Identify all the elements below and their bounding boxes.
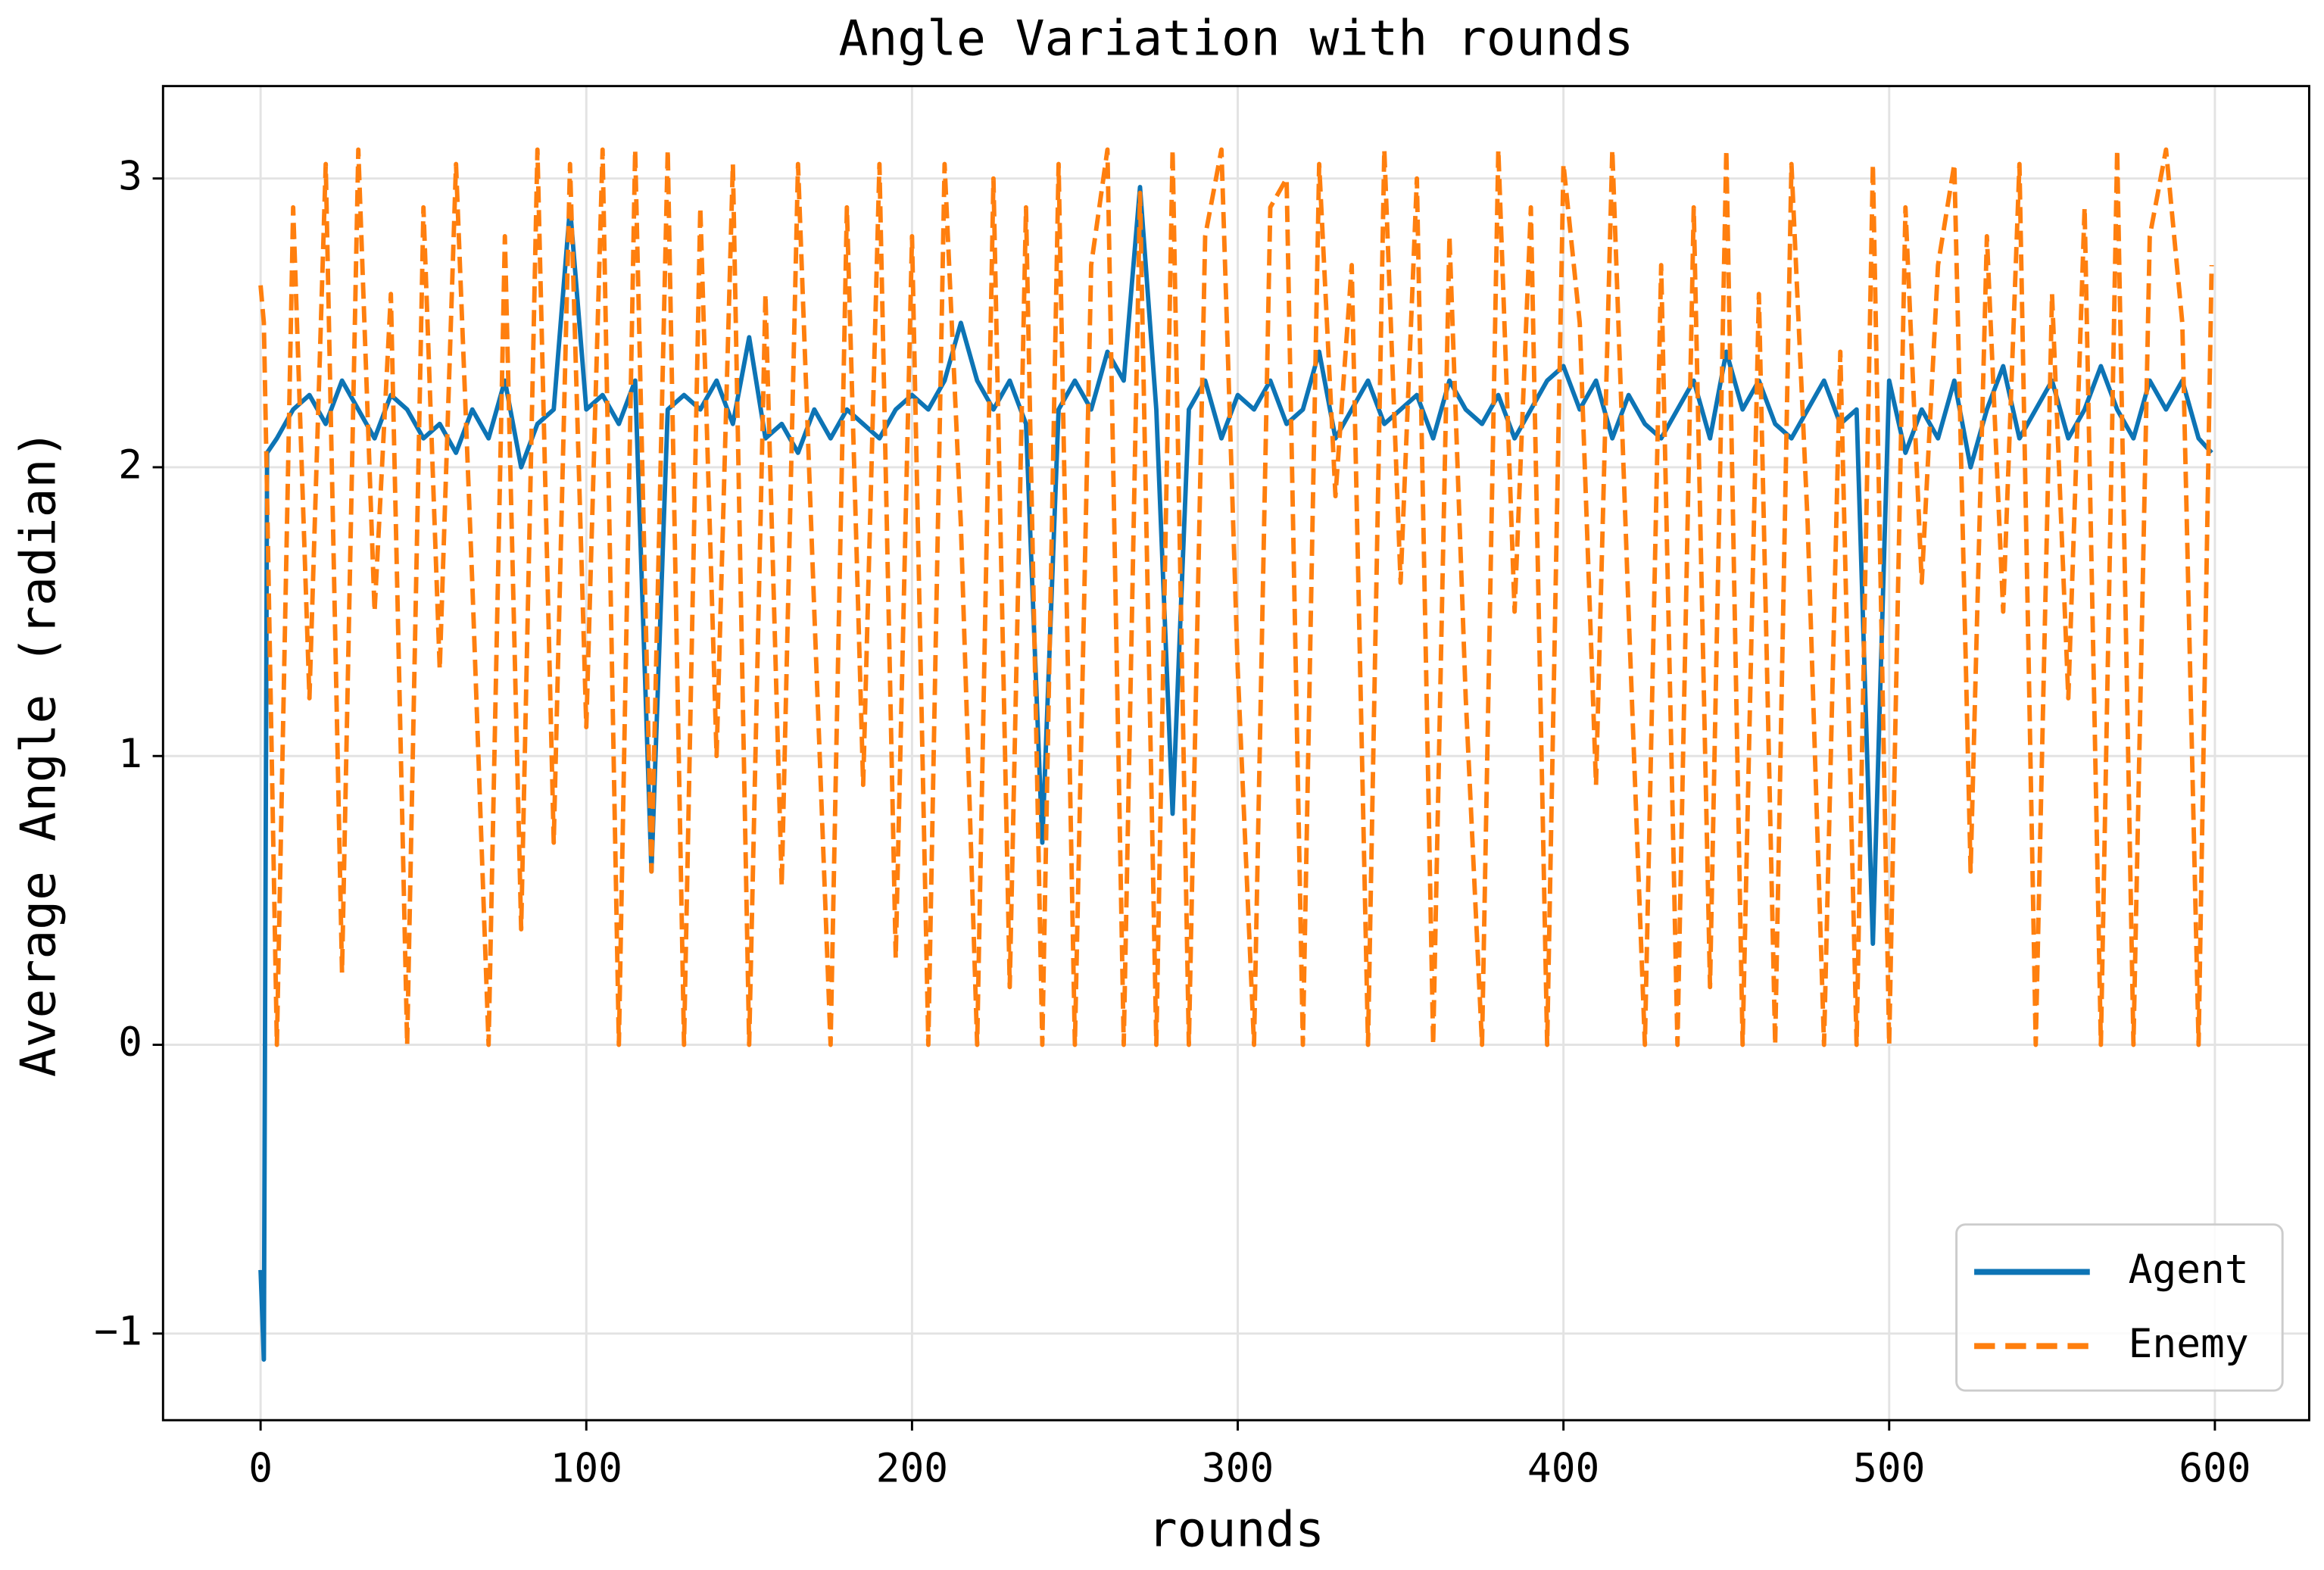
- y-tick-label: −1: [94, 1308, 142, 1354]
- legend-label: Enemy: [2129, 1321, 2249, 1367]
- x-tick-label: 300: [1202, 1445, 1274, 1491]
- x-tick-label: 400: [1527, 1445, 1599, 1491]
- y-tick-label: 3: [118, 153, 142, 199]
- y-tick-label: 0: [118, 1019, 142, 1066]
- y-tick-label: 2: [118, 442, 142, 488]
- x-tick-label: 200: [876, 1445, 948, 1491]
- x-axis-label: rounds: [1148, 1502, 1324, 1559]
- chart-title: Angle Variation with rounds: [838, 11, 1633, 67]
- legend: Agent Enemy: [1955, 1223, 2284, 1392]
- x-tick-label: 600: [2179, 1445, 2251, 1491]
- x-tick-label: 100: [551, 1445, 622, 1491]
- y-axis-label: Average Angle (radian): [10, 429, 67, 1077]
- series-line: [258, 185, 2213, 1362]
- x-tick-label: 0: [248, 1445, 273, 1491]
- y-tick-label: 1: [118, 731, 142, 777]
- plot-frame: [161, 85, 2310, 1422]
- legend-label: Agent: [2129, 1247, 2249, 1293]
- x-tick-label: 500: [1853, 1445, 1925, 1491]
- series-line: [258, 147, 2214, 1047]
